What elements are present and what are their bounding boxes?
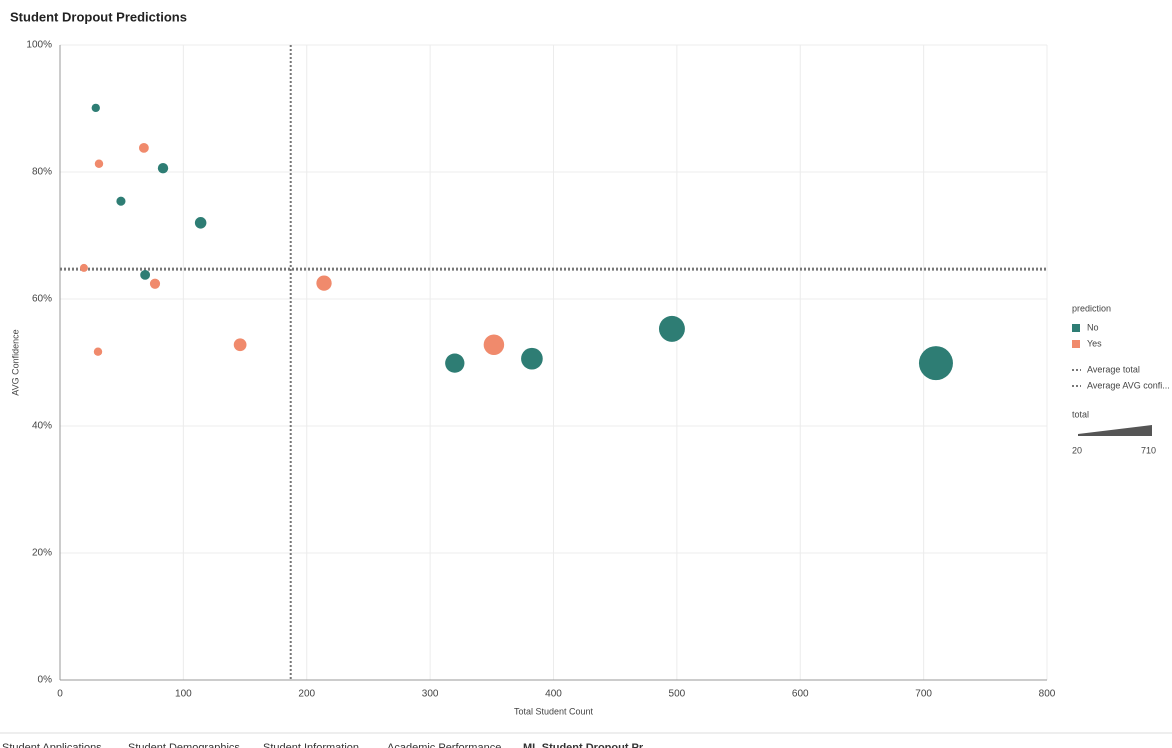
- tab[interactable]: ML Student Dropout Pr...: [523, 742, 652, 748]
- legend-label[interactable]: Yes: [1087, 338, 1102, 348]
- bubble[interactable]: [140, 269, 151, 280]
- legend-swatch: [1072, 324, 1080, 332]
- bubble[interactable]: [521, 347, 543, 370]
- x-tick-label: 0: [57, 689, 63, 700]
- bubble[interactable]: [658, 315, 685, 342]
- x-tick-label: 600: [792, 689, 809, 700]
- tab[interactable]: Academic Performance: [387, 742, 501, 748]
- y-tick-label: 80%: [32, 167, 52, 178]
- y-tick-label: 40%: [32, 421, 52, 432]
- x-tick-label: 700: [915, 689, 932, 700]
- y-axis-title: AVG Confidence: [10, 329, 20, 395]
- bubble[interactable]: [194, 217, 207, 229]
- legend-label[interactable]: Average total: [1087, 364, 1140, 374]
- bubble[interactable]: [93, 347, 103, 356]
- x-tick-label: 800: [1039, 689, 1056, 700]
- tab[interactable]: Student Applications: [2, 742, 102, 748]
- chart-title: Student Dropout Predictions: [10, 9, 187, 24]
- legend-label[interactable]: No: [1087, 322, 1099, 332]
- x-tick-label: 100: [175, 689, 192, 700]
- size-legend-min: 20: [1072, 445, 1082, 455]
- x-tick-label: 200: [298, 689, 315, 700]
- x-axis-title: Total Student Count: [514, 706, 594, 716]
- tab[interactable]: Student Information: [263, 742, 359, 748]
- legend-title: prediction: [1072, 303, 1111, 313]
- bubble[interactable]: [94, 159, 104, 168]
- bubble[interactable]: [149, 278, 161, 289]
- legend-swatch: [1072, 340, 1080, 348]
- bubble[interactable]: [445, 353, 465, 373]
- bubble[interactable]: [91, 103, 100, 113]
- bubble[interactable]: [116, 196, 126, 206]
- x-tick-label: 400: [545, 689, 562, 700]
- y-tick-label: 0%: [38, 675, 53, 686]
- size-legend-wedge: [1078, 425, 1152, 436]
- legend-label[interactable]: Average AVG confi...: [1087, 380, 1170, 390]
- y-tick-label: 60%: [32, 294, 52, 305]
- bubble[interactable]: [483, 334, 505, 355]
- bubble[interactable]: [79, 263, 88, 272]
- size-legend-title: total: [1072, 409, 1089, 419]
- bubble[interactable]: [233, 338, 247, 352]
- tab[interactable]: Student Demographics: [128, 742, 240, 748]
- bubble[interactable]: [157, 162, 169, 174]
- y-tick-label: 20%: [32, 548, 52, 559]
- bubble[interactable]: [316, 275, 332, 291]
- x-tick-label: 300: [422, 689, 439, 700]
- size-legend-max: 710: [1141, 445, 1156, 455]
- y-tick-label: 100%: [26, 40, 52, 51]
- bubble[interactable]: [918, 346, 953, 381]
- bubble[interactable]: [138, 142, 149, 153]
- x-tick-label: 500: [669, 689, 686, 700]
